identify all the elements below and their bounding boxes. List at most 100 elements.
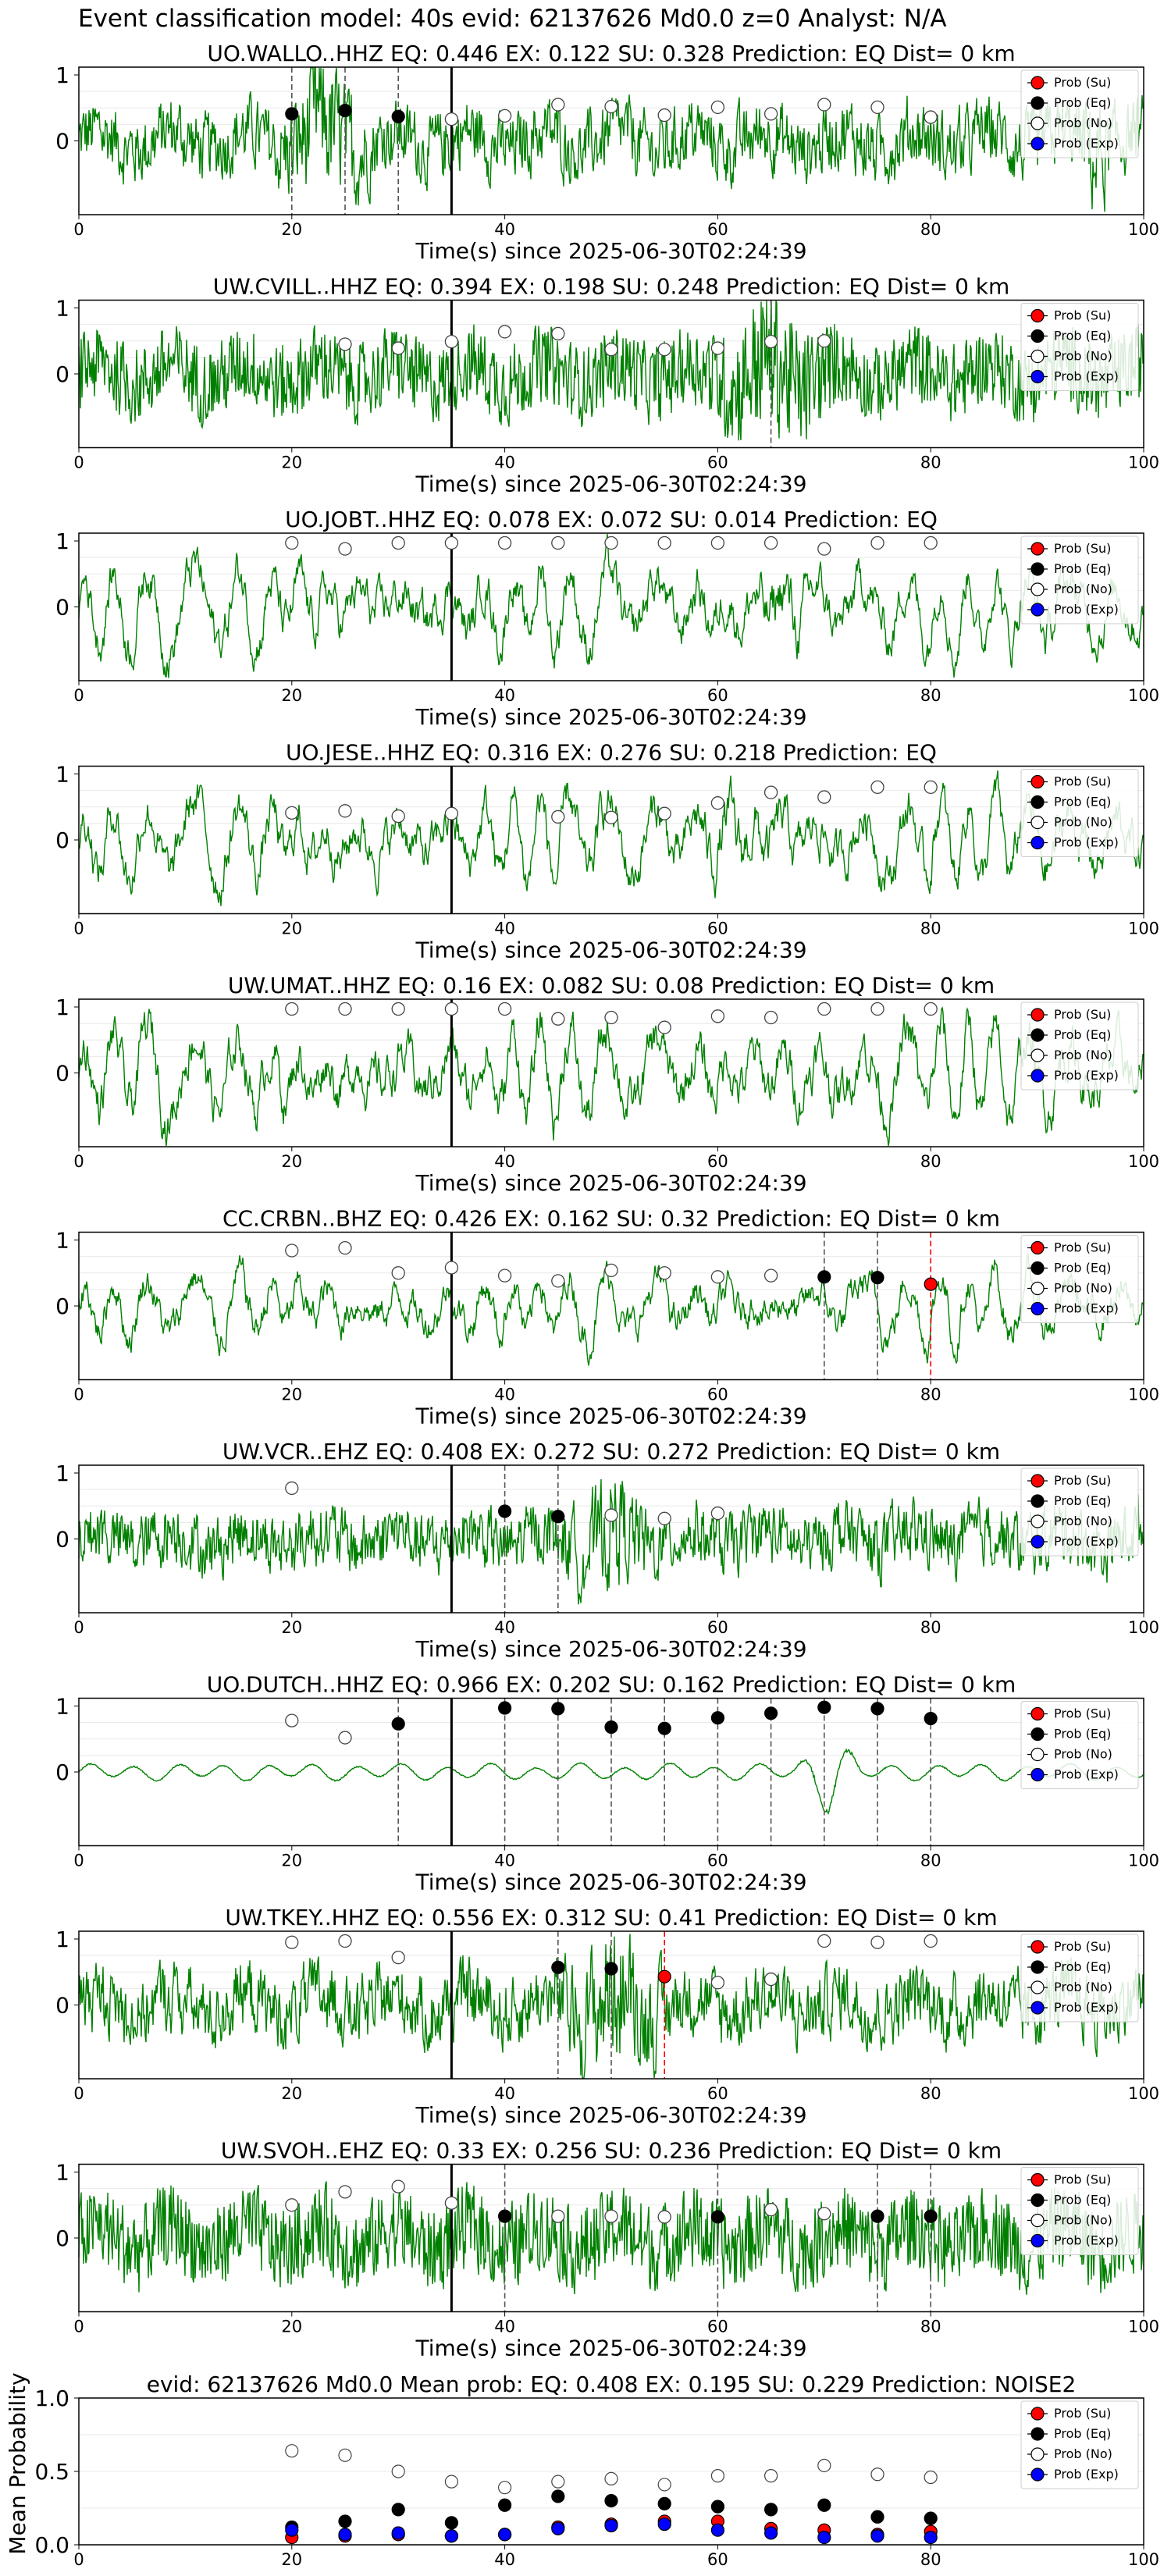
x-axis-label: Time(s) since 2025-06-30T02:24:39 bbox=[415, 1404, 806, 1429]
prob-no-marker bbox=[763, 334, 778, 349]
prob-no-marker bbox=[444, 1002, 459, 1016]
prob-no-marker bbox=[338, 2185, 352, 2199]
y-tick-label: 1 bbox=[55, 62, 69, 88]
prob-no-marker bbox=[444, 1261, 459, 1275]
prob-no-marker bbox=[657, 343, 671, 357]
y-tick-label: 0 bbox=[55, 1061, 69, 1087]
waveform-trace bbox=[78, 770, 1144, 906]
prob-no-marker bbox=[817, 790, 831, 804]
y-tick-label: 0.5 bbox=[34, 2459, 69, 2485]
prob-no-marker bbox=[604, 99, 618, 114]
legend-marker bbox=[1030, 1747, 1045, 1762]
panel-10: UW.SVOH..EHZ EQ: 0.33 EX: 0.256 SU: 0.23… bbox=[55, 2138, 1159, 2361]
legend-label: Prob (No) bbox=[1054, 1747, 1112, 1762]
x-tick-label: 40 bbox=[494, 686, 515, 705]
panel-title: UW.UMAT..HHZ EQ: 0.16 EX: 0.082 SU: 0.08… bbox=[228, 973, 995, 998]
x-tick-label: 0 bbox=[73, 1152, 84, 1171]
prob-no-marker bbox=[551, 535, 565, 550]
legend-marker bbox=[1030, 2233, 1045, 2248]
legend-marker bbox=[1030, 1048, 1045, 1062]
prob-exp-marker bbox=[444, 2529, 459, 2543]
x-tick-label: 20 bbox=[281, 2084, 302, 2103]
prob-no-marker bbox=[870, 100, 884, 115]
y-tick-label: 0 bbox=[55, 129, 69, 155]
legend-marker bbox=[1030, 1008, 1045, 1022]
x-tick-label: 80 bbox=[920, 920, 941, 938]
prob-exp-marker bbox=[338, 2528, 352, 2542]
legend-label: Prob (No) bbox=[1054, 582, 1112, 596]
legend-box bbox=[1020, 1468, 1139, 1557]
x-tick-label: 60 bbox=[707, 2084, 728, 2103]
x-tick-label: 20 bbox=[281, 1152, 302, 1171]
y-tick-label: 1 bbox=[55, 1927, 69, 1952]
prob-no-marker bbox=[604, 1508, 618, 1522]
x-tick-label: 100 bbox=[1128, 454, 1159, 472]
legend-label: Prob (No) bbox=[1054, 1980, 1112, 1994]
legend-label: Prob (Eq) bbox=[1054, 795, 1111, 809]
panel-title: UO.DUTCH..HHZ EQ: 0.966 EX: 0.202 SU: 0.… bbox=[207, 1672, 1016, 1698]
prob-eq-marker bbox=[604, 2494, 618, 2508]
legend-label: Prob (No) bbox=[1054, 1514, 1112, 1528]
panel-title: UW.CVILL..HHZ EQ: 0.394 EX: 0.198 SU: 0.… bbox=[213, 274, 1010, 300]
legend-marker bbox=[1030, 2467, 1045, 2482]
prob-exp-marker bbox=[924, 2531, 938, 2545]
legend-label: Prob (Exp) bbox=[1054, 1534, 1119, 1549]
prob-no-marker bbox=[285, 806, 299, 820]
prob-no-marker bbox=[924, 2470, 938, 2485]
prob-no-marker bbox=[763, 2469, 778, 2483]
legend-label: Prob (Exp) bbox=[1054, 369, 1119, 384]
x-tick-label: 100 bbox=[1128, 2318, 1159, 2336]
prob-no-marker bbox=[657, 1511, 671, 1525]
legend-label: Prob (Su) bbox=[1054, 1473, 1111, 1488]
prob-eq-marker bbox=[551, 1960, 565, 1974]
x-tick-label: 80 bbox=[920, 2318, 941, 2336]
x-tick-label: 80 bbox=[920, 2550, 941, 2569]
x-axis-label: Time(s) since 2025-06-30T02:24:39 bbox=[415, 1636, 806, 1662]
x-tick-label: 100 bbox=[1128, 1618, 1159, 1637]
prob-no-marker bbox=[657, 1020, 671, 1034]
prob-exp-marker bbox=[497, 2528, 512, 2542]
y-tick-label: 0 bbox=[55, 1993, 69, 2019]
prob-no-marker bbox=[870, 2467, 884, 2482]
x-tick-label: 40 bbox=[494, 220, 515, 239]
panel-title: UO.WALLO..HHZ EQ: 0.446 EX: 0.122 SU: 0.… bbox=[207, 41, 1015, 66]
legend-marker bbox=[1030, 542, 1045, 556]
prob-no-marker bbox=[604, 1010, 618, 1025]
prob-eq-marker bbox=[551, 1510, 565, 1524]
prob-exp-marker bbox=[285, 2523, 299, 2537]
panel-title: UO.JOBT..HHZ EQ: 0.078 EX: 0.072 SU: 0.0… bbox=[285, 507, 938, 532]
prob-no-marker bbox=[870, 1002, 884, 1016]
x-tick-label: 0 bbox=[73, 920, 84, 938]
y-tick-label: 0 bbox=[55, 1759, 69, 1785]
prob-eq-marker bbox=[551, 1702, 565, 1716]
y-tick-label: 0 bbox=[55, 2226, 69, 2251]
legend-box bbox=[1020, 2167, 1139, 2255]
prob-no-marker bbox=[924, 1002, 938, 1016]
x-tick-label: 60 bbox=[707, 2550, 728, 2569]
x-tick-label: 0 bbox=[73, 686, 84, 705]
legend-label: Prob (Exp) bbox=[1054, 602, 1119, 617]
legend-label: Prob (No) bbox=[1054, 116, 1112, 130]
prob-no-marker bbox=[497, 535, 512, 550]
x-axis-label: Time(s) since 2025-06-30T02:24:39 bbox=[415, 238, 806, 264]
legend-label: Prob (Exp) bbox=[1054, 1301, 1119, 1316]
prob-no-marker bbox=[338, 2448, 352, 2462]
prob-eq-marker bbox=[604, 1962, 618, 1976]
x-axis-label: Time(s) since 2025-06-30T02:24:39 bbox=[415, 704, 806, 730]
prob-eq-marker bbox=[924, 1711, 938, 1726]
legend-marker bbox=[1030, 562, 1045, 576]
x-axis-label: Time(s) since 2025-06-30T02:24:39 bbox=[415, 1170, 806, 1196]
prob-no-marker bbox=[338, 1731, 352, 1745]
prob-eq-marker bbox=[657, 1721, 671, 1735]
prob-no-marker bbox=[604, 810, 618, 824]
prob-no-marker bbox=[657, 108, 671, 123]
legend-label: Prob (Eq) bbox=[1054, 1959, 1111, 1974]
prob-eq-marker bbox=[710, 2500, 725, 2514]
prob-no-marker bbox=[763, 1972, 778, 1987]
legend-label: Prob (Eq) bbox=[1054, 329, 1111, 343]
prob-no-marker bbox=[763, 785, 778, 799]
legend-box bbox=[1020, 1002, 1139, 1091]
x-tick-label: 0 bbox=[73, 220, 84, 239]
x-tick-label: 60 bbox=[707, 1618, 728, 1637]
